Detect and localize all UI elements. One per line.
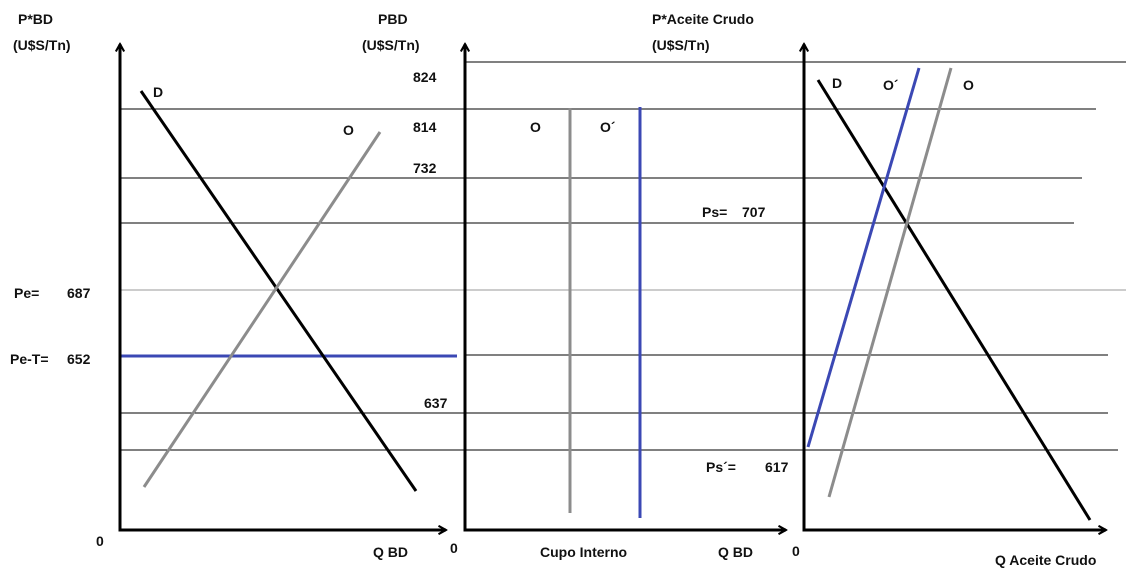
- guide-lines: [120, 61, 1126, 451]
- right-supply-curve: [827, 67, 953, 498]
- middle-y-axis-label-line1: PBD: [378, 11, 408, 27]
- right-origin-label: 0: [792, 543, 800, 559]
- left-y-axis-label-line2: (U$S/Tn): [13, 37, 71, 53]
- ps-value: 707: [742, 204, 766, 220]
- right-y-axis-label-line1: P*Aceite Crudo: [652, 11, 754, 27]
- right-x-axis-label: Q Aceite Crudo: [995, 552, 1096, 568]
- left-y-axis-label-line1: P*BD: [18, 11, 53, 27]
- right-axis: [804, 44, 1106, 530]
- axes: [120, 44, 1106, 530]
- tick-637: 637: [424, 395, 448, 411]
- right-demand-curve: [816, 79, 1092, 521]
- left-origin-label: 0: [96, 533, 104, 549]
- left-supply-label: O: [343, 122, 354, 138]
- middle-supply-shifted-label: O´: [600, 119, 616, 135]
- middle-x-axis-label: Q BD: [718, 544, 753, 560]
- left-axis: [120, 44, 446, 530]
- middle-y-axis-label-line2: (U$S/Tn): [362, 37, 420, 53]
- middle-axis: [465, 44, 786, 530]
- left-x-axis-label: Q BD: [373, 544, 408, 560]
- left-demand-label: D: [153, 84, 163, 100]
- tick-732: 732: [413, 160, 437, 176]
- middle-supply-label: O: [530, 119, 541, 135]
- pe-t-label: Pe-T=: [10, 351, 49, 367]
- ps-prime-value: 617: [765, 459, 789, 475]
- right-supply-label: O: [963, 77, 974, 93]
- pe-label: Pe=: [14, 285, 39, 301]
- right-y-axis-label-line2: (U$S/Tn): [652, 37, 710, 53]
- middle-x-axis-sublabel: Cupo Interno: [540, 544, 627, 560]
- pe-value: 687: [67, 285, 91, 301]
- left-supply-curve: [142, 131, 382, 488]
- tick-824: 824: [413, 69, 437, 85]
- right-demand-label: D: [832, 75, 842, 91]
- middle-origin-label: 0: [450, 540, 458, 556]
- right-supply-shifted-label: O´: [883, 77, 899, 93]
- pe-t-value: 652: [67, 351, 91, 367]
- right-supply-shifted-curve: [806, 67, 921, 448]
- ps-label: Ps=: [702, 204, 727, 220]
- tick-814: 814: [413, 119, 437, 135]
- ps-prime-label: Ps´=: [706, 459, 736, 475]
